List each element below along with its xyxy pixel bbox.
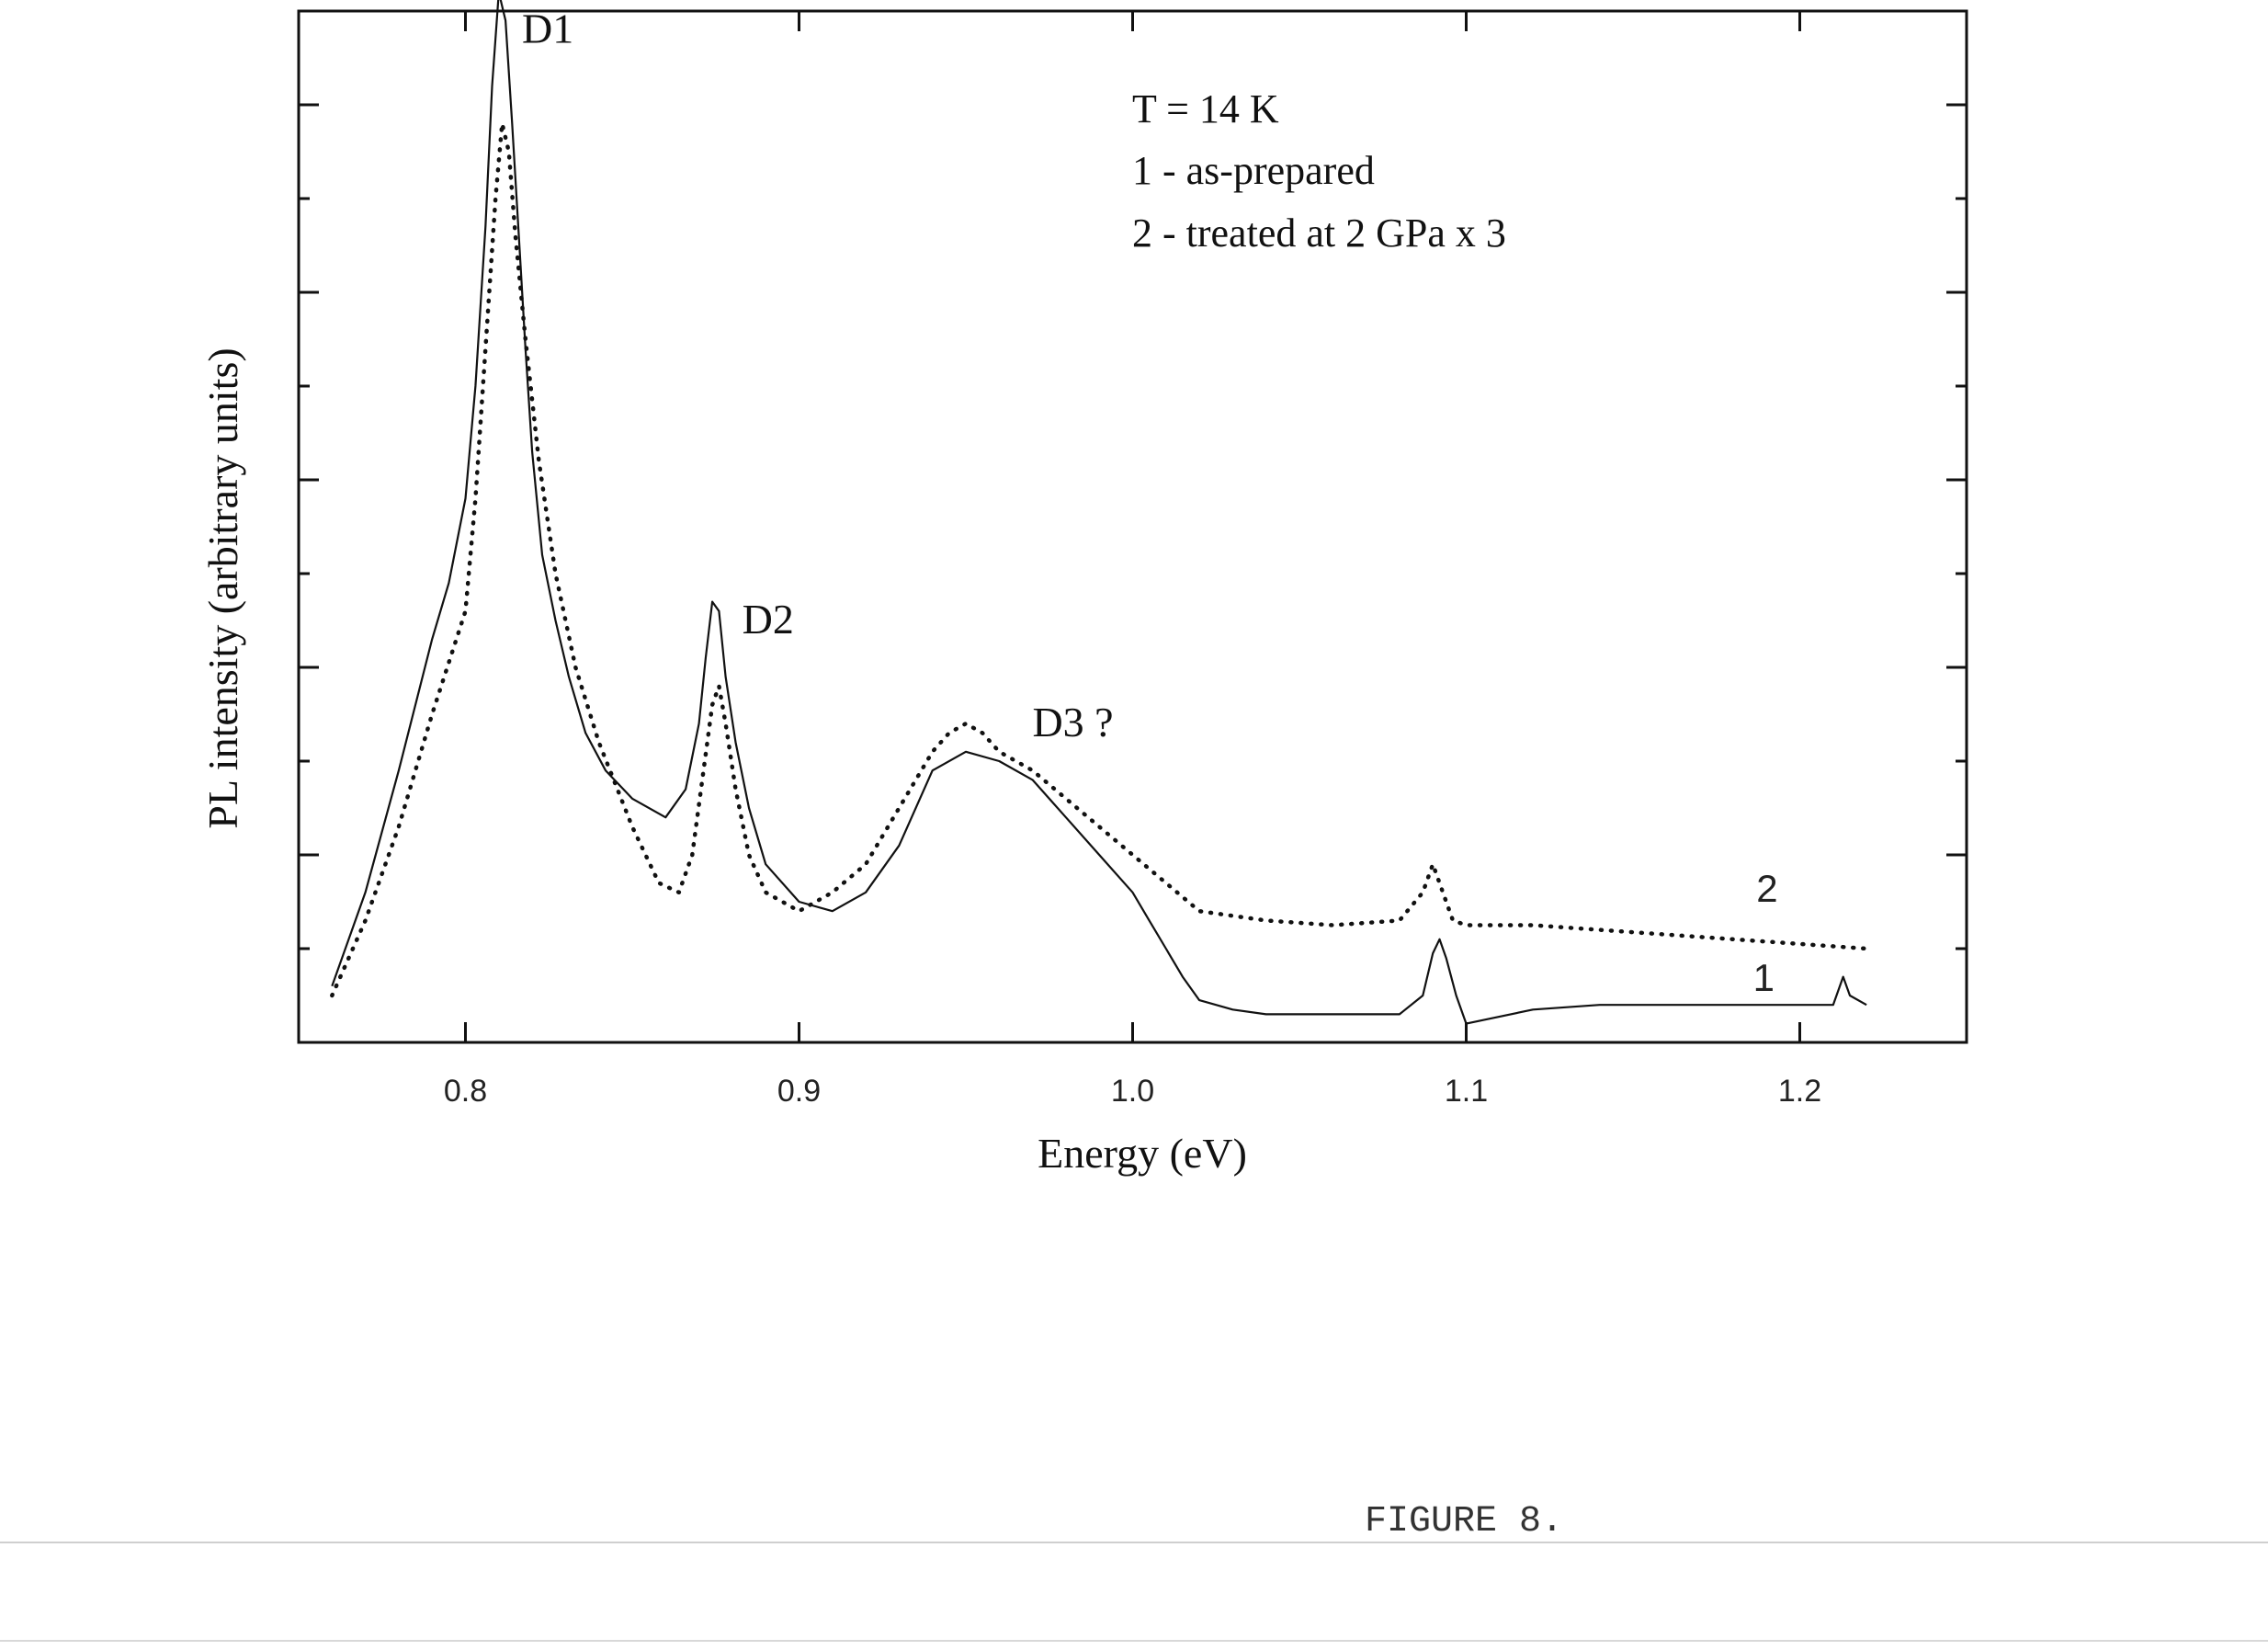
legend-entry-1: 1 - as-prepared (1132, 148, 1375, 193)
axis-ticks (299, 11, 1967, 1042)
legend-entry-2: 2 - treated at 2 GPa x 3 (1132, 211, 1506, 256)
peak-label: D2 (743, 596, 794, 643)
curve-label: 1 (1753, 956, 1775, 999)
x-tick-label: 1.0 (1111, 1074, 1154, 1109)
series-1-line (331, 0, 1867, 1025)
legend-temperature: T = 14 K (1132, 86, 1279, 131)
x-tick-labels: 0.8 0.9 1.0 1.1 1.2 (444, 1074, 1821, 1109)
figure-caption: FIGURE 8. (1365, 1501, 1563, 1542)
x-tick-label: 1.1 (1445, 1074, 1488, 1109)
legend: T = 14 K 1 - as-prepared 2 - treated at … (1132, 86, 1506, 256)
x-tick-label: 0.9 (777, 1074, 821, 1109)
x-tick-label: 0.8 (444, 1074, 487, 1109)
peak-label: D1 (522, 5, 573, 51)
y-axis-label: PL intensity (arbitrary units) (199, 347, 246, 828)
series-layer (330, 0, 1869, 1025)
x-axis-label: Energy (eV) (1038, 1130, 1247, 1177)
series-2-line (330, 121, 1869, 998)
curve-label: 2 (1756, 867, 1777, 910)
x-tick-label: 1.2 (1778, 1074, 1821, 1109)
peak-labels: D1 D2 D3 ? (522, 5, 1114, 745)
curve-labels: 21 (1753, 867, 1778, 999)
peak-label: D3 ? (1032, 699, 1113, 745)
